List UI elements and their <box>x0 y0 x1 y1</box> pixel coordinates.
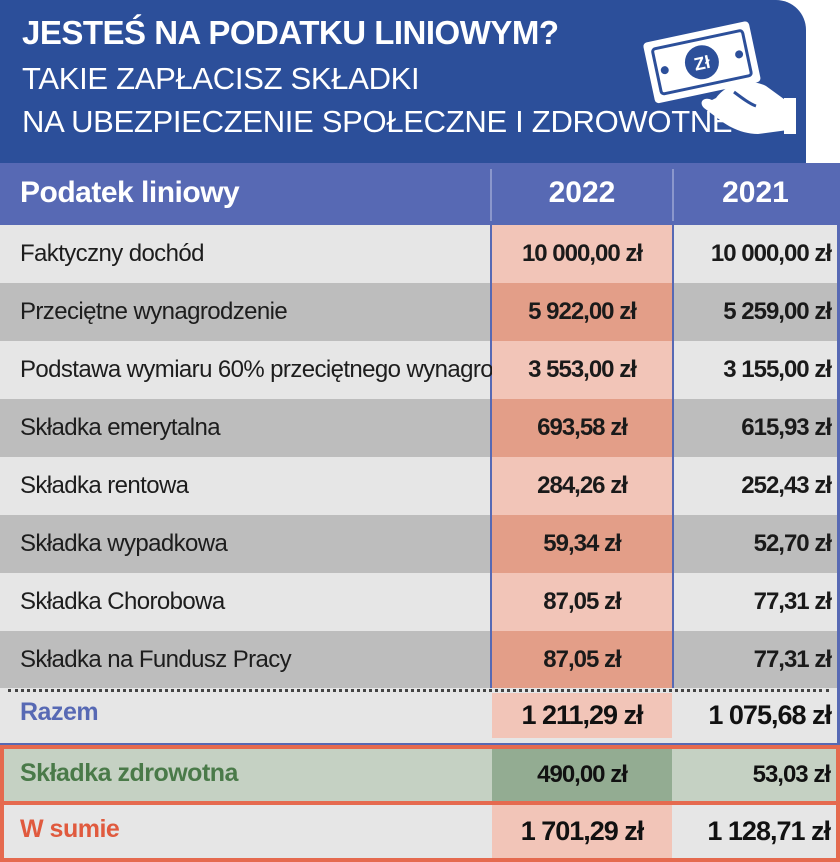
value-2021: 10 000,00 zł <box>674 225 837 283</box>
title-line-2: TAKIE ZAPŁACISZ SKŁADKI <box>22 61 420 96</box>
razem-row: Razem 1 211,29 zł 1 075,68 zł <box>0 688 837 743</box>
value-2022: 87,05 zł <box>492 631 672 689</box>
row-label: Składka Chorobowa <box>0 573 490 631</box>
value-2021: 252,43 zł <box>674 457 837 515</box>
table-row: Faktyczny dochód 10 000,00 zł 10 000,00 … <box>0 225 837 283</box>
table-row: Składka na Fundusz Pracy 87,05 zł 77,31 … <box>0 631 837 689</box>
row-label: Składka wypadkowa <box>0 515 490 573</box>
value-2021: 5 259,00 zł <box>674 283 837 341</box>
value-2022: 3 553,00 zł <box>492 341 672 399</box>
money-hand-icon: Zł <box>643 21 796 134</box>
value-2022: 284,26 zł <box>492 457 672 515</box>
row-label: Przeciętne wynagrodzenie <box>0 283 490 341</box>
value-2021: 3 155,00 zł <box>674 341 837 399</box>
table-row: Składka emerytalna 693,58 zł 615,93 zł <box>0 399 837 457</box>
value-2022: 5 922,00 zł <box>492 283 672 341</box>
zdrowotna-value-2021: 53,03 zł <box>752 761 831 788</box>
value-2022: 59,34 zł <box>492 515 672 573</box>
value-2021: 52,70 zł <box>674 515 837 573</box>
suma-label: W sumie <box>20 815 120 843</box>
table-row: Przeciętne wynagrodzenie 5 922,00 zł 5 2… <box>0 283 837 341</box>
zdrowotna-label: Składka zdrowotna <box>20 759 238 787</box>
suma-value-2021: 1 128,71 zł <box>707 816 831 846</box>
razem-value-2022: 1 211,29 zł <box>492 693 672 738</box>
value-2022: 10 000,00 zł <box>492 225 672 283</box>
table-row: Składka rentowa 284,26 zł 252,43 zł <box>0 457 837 515</box>
column-header-2022: 2022 <box>548 176 616 209</box>
row-label: Składka na Fundusz Pracy <box>0 631 490 689</box>
icon-currency-text: Zł <box>692 52 712 75</box>
row-label: Podstawa wymiaru 60% przeciętnego wynagr… <box>0 341 561 399</box>
table-header: Podatek liniowy 2022 2021 <box>0 163 840 225</box>
razem-label: Razem <box>20 698 99 726</box>
title-line-1: JESTEŚ NA PODATKU LINIOWYM? <box>22 14 559 51</box>
value-2022: 87,05 zł <box>492 573 672 631</box>
row-label: Składka rentowa <box>0 457 490 515</box>
value-2021: 77,31 zł <box>674 573 837 631</box>
column-header-label: Podatek liniowy <box>20 176 240 209</box>
table-row: Składka Chorobowa 87,05 zł 77,31 zł <box>0 573 837 631</box>
header-divider <box>672 169 674 221</box>
suma-value-2022: 1 701,29 zł <box>492 805 672 858</box>
zdrowotna-row: Składka zdrowotna 490,00 zł 53,03 zł <box>4 749 836 801</box>
value-2022: 693,58 zł <box>492 399 672 457</box>
zdrowotna-value-2022: 490,00 zł <box>492 749 672 801</box>
header-banner: JESTEŚ NA PODATKU LINIOWYM? TAKIE ZAPŁAC… <box>0 0 806 163</box>
table-body: Faktyczny dochód 10 000,00 zł 10 000,00 … <box>0 225 837 689</box>
title-line-3: NA UBEZPIECZENIE SPOŁECZNE I ZDROWOTNE <box>22 104 733 139</box>
dotted-divider <box>8 689 829 692</box>
suma-row: W sumie 1 701,29 zł 1 128,71 zł <box>4 805 836 858</box>
razem-value-2021: 1 075,68 zł <box>708 700 832 730</box>
table-row: Podstawa wymiaru 60% przeciętnego wynagr… <box>0 341 837 399</box>
value-2021: 615,93 zł <box>674 399 837 457</box>
row-label: Składka emerytalna <box>0 399 490 457</box>
row-label: Faktyczny dochód <box>0 225 490 283</box>
column-header-2021: 2021 <box>722 176 789 209</box>
table-row: Składka wypadkowa 59,34 zł 52,70 zł <box>0 515 837 573</box>
header-divider <box>490 169 492 221</box>
value-2021: 77,31 zł <box>674 631 837 689</box>
